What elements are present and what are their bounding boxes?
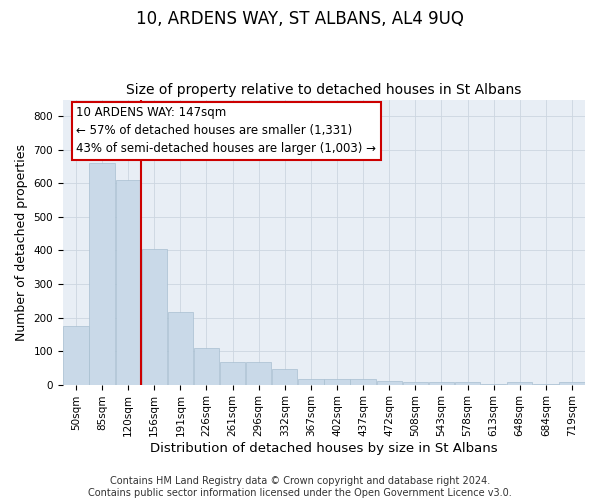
Title: Size of property relative to detached houses in St Albans: Size of property relative to detached ho… [126, 83, 521, 97]
Bar [89, 164, 115, 384]
Bar [298, 378, 323, 384]
Bar [142, 250, 167, 384]
Bar [429, 382, 454, 384]
Bar [377, 380, 402, 384]
Bar [168, 312, 193, 384]
Bar [116, 180, 141, 384]
Text: 10, ARDENS WAY, ST ALBANS, AL4 9UQ: 10, ARDENS WAY, ST ALBANS, AL4 9UQ [136, 10, 464, 28]
Bar [403, 382, 428, 384]
Text: 10 ARDENS WAY: 147sqm
← 57% of detached houses are smaller (1,331)
43% of semi-d: 10 ARDENS WAY: 147sqm ← 57% of detached … [76, 106, 376, 156]
Bar [246, 362, 271, 384]
X-axis label: Distribution of detached houses by size in St Albans: Distribution of detached houses by size … [150, 442, 498, 455]
Bar [63, 326, 89, 384]
Bar [272, 368, 298, 384]
Text: Contains HM Land Registry data © Crown copyright and database right 2024.
Contai: Contains HM Land Registry data © Crown c… [88, 476, 512, 498]
Bar [507, 382, 532, 384]
Bar [325, 379, 350, 384]
Y-axis label: Number of detached properties: Number of detached properties [15, 144, 28, 340]
Bar [559, 382, 584, 384]
Bar [194, 348, 219, 385]
Bar [220, 362, 245, 384]
Bar [350, 379, 376, 384]
Bar [455, 382, 480, 384]
